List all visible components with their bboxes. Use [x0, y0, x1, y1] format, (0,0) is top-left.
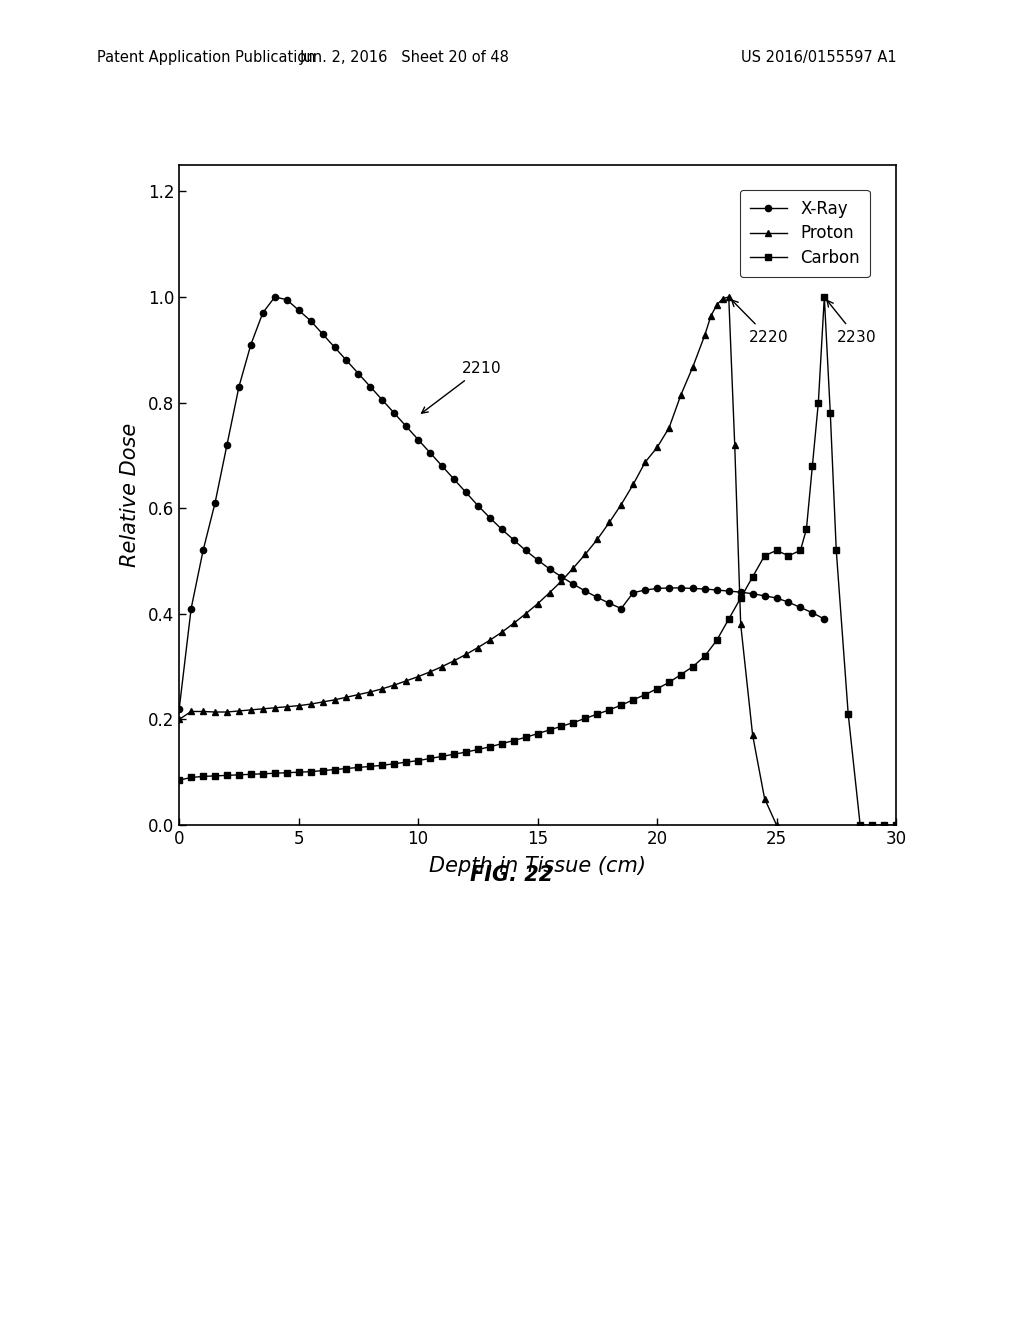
Proton [555, 573, 567, 589]
X-axis label: Depth in Tissue (cm): Depth in Tissue (cm) [429, 857, 646, 876]
X-Ray [245, 337, 257, 352]
Carbon [651, 681, 664, 697]
Carbon [890, 817, 902, 833]
Y-axis label: Relative Dose: Relative Dose [120, 422, 139, 568]
Text: FIG. 22: FIG. 22 [470, 865, 554, 884]
Carbon [818, 289, 830, 305]
Carbon [544, 722, 556, 738]
Proton [281, 698, 293, 714]
Proton [544, 585, 556, 601]
Text: Patent Application Publication: Patent Application Publication [97, 50, 316, 65]
Text: $\it{2230}$: $\it{2230}$ [827, 301, 876, 345]
X-Ray [424, 445, 436, 461]
Carbon [268, 766, 281, 781]
Text: Jun. 2, 2016   Sheet 20 of 48: Jun. 2, 2016 Sheet 20 of 48 [300, 50, 509, 65]
Carbon [854, 817, 866, 833]
X-Ray [268, 289, 281, 305]
Text: US 2016/0155597 A1: US 2016/0155597 A1 [741, 50, 897, 65]
Line: Proton: Proton [176, 294, 779, 828]
Text: $\it{2220}$: $\it{2220}$ [732, 300, 787, 345]
X-Ray [818, 611, 830, 627]
Carbon [173, 772, 185, 788]
X-Ray [304, 313, 316, 329]
Proton [173, 711, 185, 727]
X-Ray [806, 605, 818, 620]
Proton [770, 817, 782, 833]
Proton [723, 289, 735, 305]
Line: Carbon: Carbon [176, 294, 899, 828]
Text: $\it{2210}$: $\it{2210}$ [422, 360, 501, 413]
X-Ray [173, 701, 185, 717]
Proton [603, 515, 615, 531]
Carbon [663, 675, 675, 690]
Carbon [591, 706, 603, 722]
Line: X-Ray: X-Ray [176, 294, 827, 711]
X-Ray [340, 352, 352, 368]
Proton [519, 606, 531, 622]
X-Ray [759, 587, 771, 603]
Legend: X-Ray, Proton, Carbon: X-Ray, Proton, Carbon [740, 190, 869, 277]
Proton [412, 669, 424, 685]
Carbon [483, 739, 496, 755]
